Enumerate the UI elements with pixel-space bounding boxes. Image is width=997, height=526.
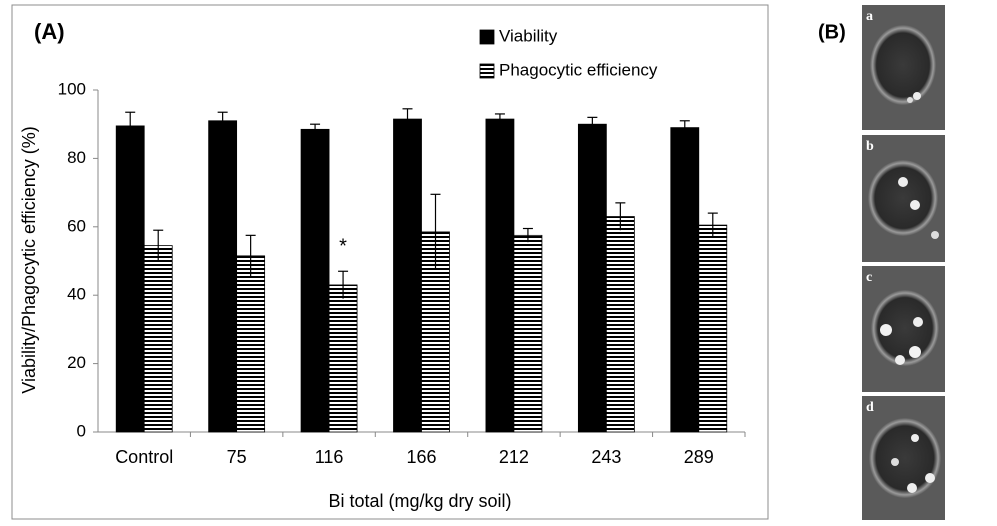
image-label: a <box>866 9 873 24</box>
x-tick-label: 75 <box>227 447 247 467</box>
micrograph: b <box>862 135 945 262</box>
legend-label: Phagocytic efficiency <box>499 60 658 79</box>
bar <box>394 119 422 432</box>
y-axis-title: Viability/Phagocytic efficiency (%) <box>19 126 39 393</box>
bar <box>671 128 699 432</box>
x-tick-label: 212 <box>499 447 529 467</box>
bar <box>578 124 606 432</box>
micrograph: a <box>862 5 945 130</box>
x-tick-label: 289 <box>684 447 714 467</box>
legend-swatch <box>480 30 494 44</box>
x-tick-label: 116 <box>315 447 344 467</box>
x-axis-title: Bi total (mg/kg dry soil) <box>328 491 511 511</box>
bar <box>144 246 172 432</box>
y-tick-label: 40 <box>67 285 86 304</box>
image-label: c <box>866 270 872 285</box>
figure: (A) Bi total (mg/kg dry soil) Viability/… <box>0 0 997 521</box>
legend-swatch <box>480 64 494 78</box>
y-tick-label: 20 <box>67 353 86 372</box>
bar <box>237 256 265 432</box>
bar <box>486 119 514 432</box>
y-tick-label: 60 <box>67 216 86 235</box>
legend-label: Viability <box>499 26 558 45</box>
bar <box>699 225 727 432</box>
image-label: d <box>866 400 874 415</box>
y-tick-label: 100 <box>58 79 86 98</box>
y-tick-label: 80 <box>67 148 86 167</box>
x-tick-label: Control <box>115 447 173 467</box>
panel-label: (A) <box>34 19 65 44</box>
annotation: * <box>339 236 347 258</box>
panel-label: (B) <box>818 21 846 43</box>
bar <box>514 235 542 432</box>
x-tick-label: 243 <box>591 447 621 467</box>
bar <box>209 121 237 432</box>
micrograph: d <box>862 396 945 520</box>
bar <box>301 129 329 432</box>
image-label: b <box>866 139 874 154</box>
bar <box>606 217 634 432</box>
micrograph: c <box>862 266 945 392</box>
x-tick-label: 166 <box>406 447 436 467</box>
y-tick-label: 0 <box>77 421 86 440</box>
bar <box>116 126 144 432</box>
bar <box>329 285 357 432</box>
